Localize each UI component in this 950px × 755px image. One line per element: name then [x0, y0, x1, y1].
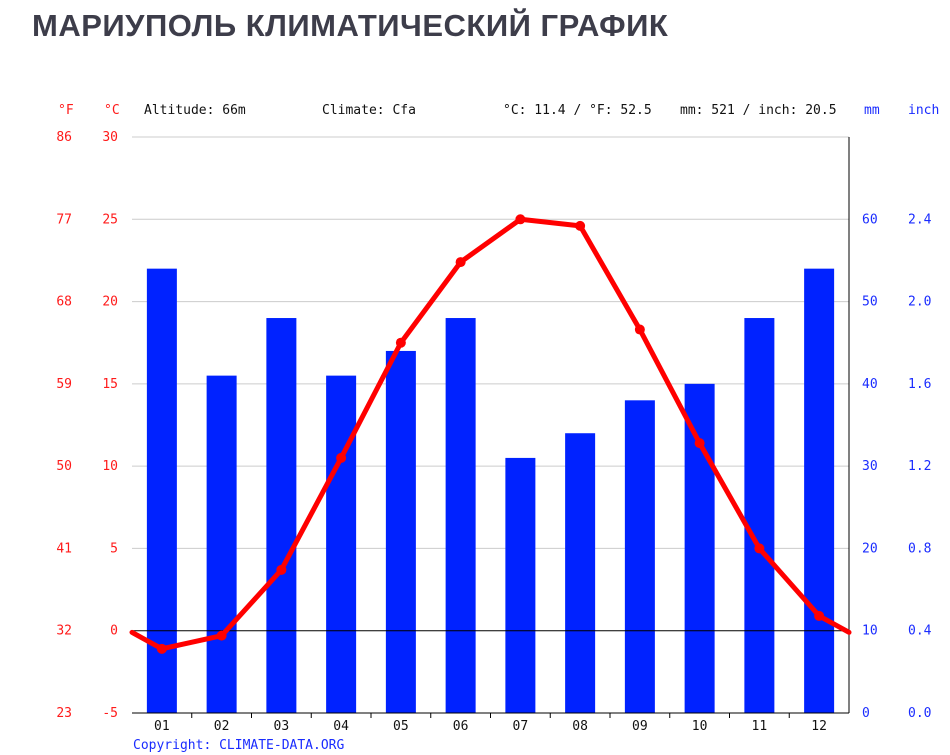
x-tick-label: 05 [393, 719, 409, 734]
tick-labels: -5 23 0 32 5 41 10 50 15 59 20 68 25 77 30 86 0 0.0 10 0.4 2… [56, 130, 931, 734]
precipitation-bar [445, 318, 476, 713]
x-tick-label: 10 [692, 719, 708, 734]
grid-lines [132, 136, 849, 714]
temperature-line-path [129, 216, 852, 652]
temperature-point [216, 630, 227, 641]
temperature-point [575, 220, 586, 231]
precipitation-summary: mm: 521 / inch: 20.5 [680, 103, 837, 118]
y-tick-label-f: 86 [56, 130, 72, 145]
temperature-point [276, 564, 287, 575]
precipitation-bar [624, 400, 655, 713]
y-tick-label-f: 68 [56, 295, 72, 310]
temperature-point [814, 610, 825, 621]
y-tick-label-mm: 0 [862, 706, 870, 721]
y-tick-label-c: 30 [102, 130, 118, 145]
y-tick-label-c: 10 [102, 459, 118, 474]
temperature-point [336, 452, 347, 463]
unit-f-label: °F [58, 103, 74, 118]
unit-c-label: °C [104, 103, 120, 118]
page-title: МАРИУПОЛЬ КЛИМАТИЧЕСКИЙ ГРАФИК [32, 8, 669, 43]
precipitation-bar [385, 350, 416, 713]
x-tick-label: 11 [752, 719, 768, 734]
temperature-point [694, 438, 705, 449]
precipitation-bar [505, 457, 536, 713]
y-tick-label-inch: 0.4 [908, 624, 932, 639]
climate-label: Climate: Cfa [322, 103, 416, 118]
x-tick-label: 03 [274, 719, 290, 734]
y-tick-label-c: -5 [102, 706, 118, 721]
y-tick-label-f: 50 [56, 459, 72, 474]
y-tick-label-inch: 1.6 [908, 377, 931, 392]
y-tick-label-f: 59 [56, 377, 72, 392]
x-tick-label: 07 [513, 719, 529, 734]
y-tick-label-c: 5 [110, 541, 118, 556]
precipitation-bar [565, 433, 596, 713]
y-tick-label-c: 25 [102, 212, 118, 227]
x-tick-label: 12 [811, 719, 827, 734]
precipitation-bar [206, 375, 237, 713]
temperature-point [634, 324, 645, 335]
y-tick-label-inch: 0.8 [908, 541, 931, 556]
y-tick-label-inch: 2.4 [908, 212, 932, 227]
y-tick-label-mm: 60 [862, 212, 878, 227]
x-tick-label: 04 [333, 719, 349, 734]
unit-mm-label: mm [864, 103, 880, 118]
y-tick-label-mm: 30 [862, 459, 878, 474]
precipitation-bar [744, 318, 775, 713]
y-tick-label-inch: 1.2 [908, 459, 931, 474]
y-tick-label-f: 23 [56, 706, 72, 721]
y-tick-label-mm: 10 [862, 624, 878, 639]
temperature-line [129, 214, 852, 654]
y-tick-label-c: 15 [102, 377, 118, 392]
x-tick-label: 01 [154, 719, 170, 734]
altitude-label: Altitude: 66m [144, 103, 246, 118]
unit-inch-label: inch [908, 103, 939, 118]
y-tick-label-mm: 40 [862, 377, 878, 392]
y-tick-label-f: 32 [56, 624, 72, 639]
x-tick-label: 02 [214, 719, 230, 734]
precipitation-bar [146, 268, 177, 713]
temperature-point [515, 214, 526, 225]
temperature-point [455, 257, 466, 268]
precipitation-bar [804, 268, 835, 713]
y-tick-label-inch: 2.0 [908, 295, 931, 310]
temperature-point [156, 643, 167, 654]
precipitation-bar [684, 383, 715, 713]
copyright-text: Copyright: CLIMATE-DATA.ORG [133, 738, 344, 753]
x-tick-label: 06 [453, 719, 469, 734]
y-tick-label-mm: 50 [862, 295, 878, 310]
precipitation-bar [326, 375, 357, 713]
y-tick-label-f: 41 [56, 541, 72, 556]
y-tick-label-mm: 20 [862, 541, 878, 556]
x-tick-label: 09 [632, 719, 648, 734]
temperature-point [754, 543, 765, 554]
y-tick-label-c: 0 [110, 624, 118, 639]
axes [132, 137, 850, 718]
x-tick-label: 08 [572, 719, 588, 734]
y-tick-label-f: 77 [56, 212, 72, 227]
y-tick-label-c: 20 [102, 295, 118, 310]
y-tick-label-inch: 0.0 [908, 706, 931, 721]
temperature-point [395, 337, 406, 348]
temperature-summary: °C: 11.4 / °F: 52.5 [503, 103, 652, 118]
precipitation-bars [146, 268, 835, 713]
precipitation-bar [266, 318, 297, 713]
